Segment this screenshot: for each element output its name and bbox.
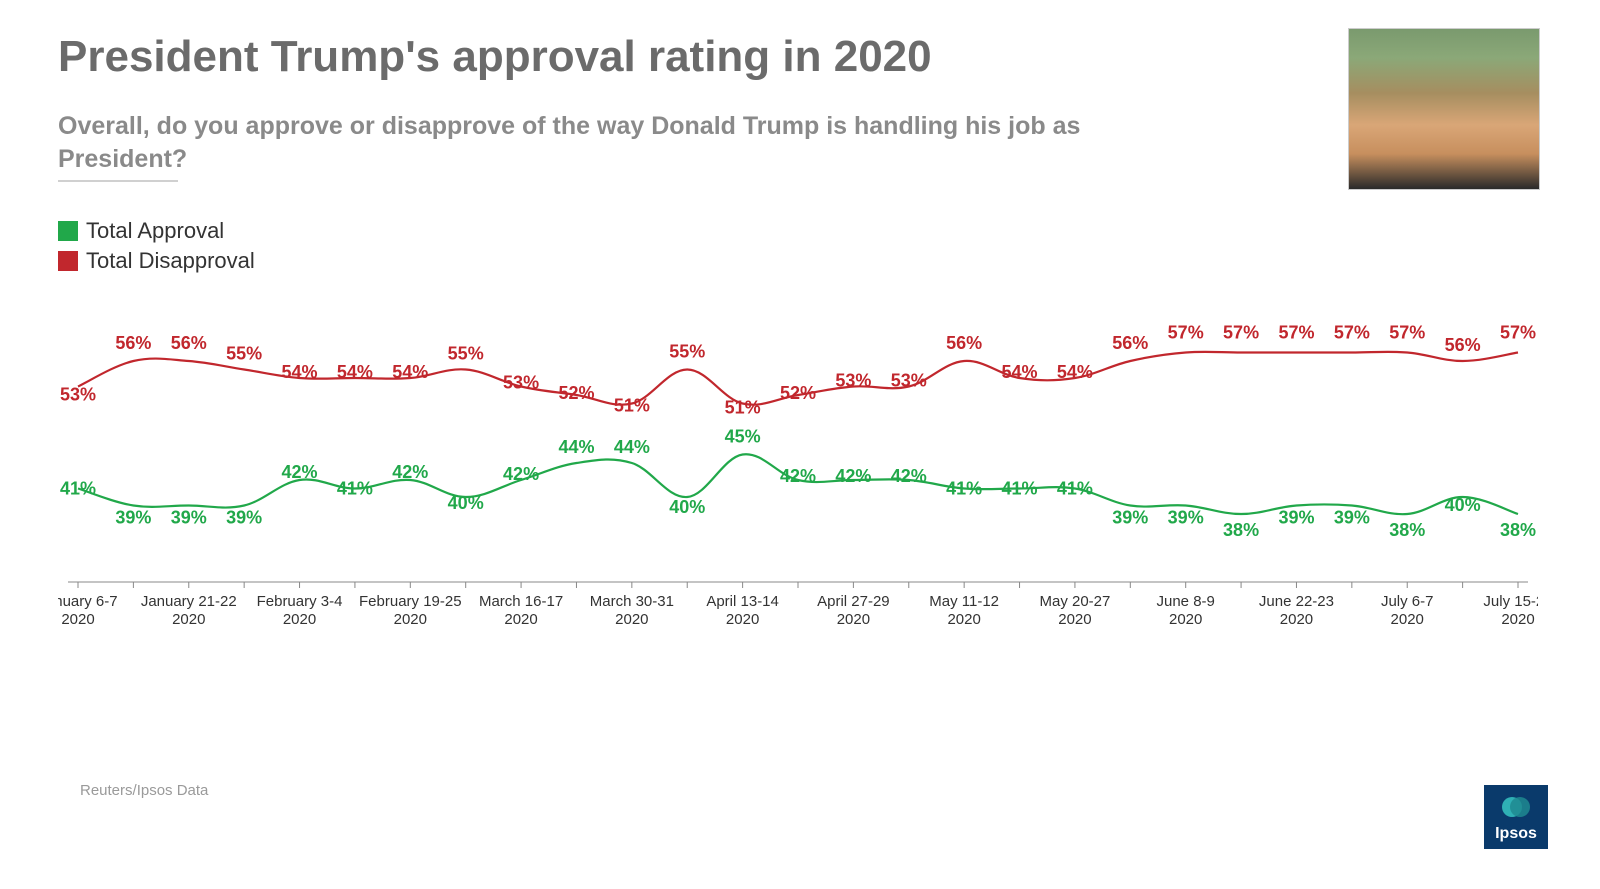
- datalabel-approval: 42%: [392, 462, 428, 482]
- datalabel-approval: 42%: [891, 466, 927, 486]
- brand-label: Ipsos: [1495, 825, 1537, 843]
- legend-swatch-disapproval: [58, 251, 78, 271]
- legend-item-disapproval: Total Disapproval: [58, 248, 255, 274]
- brand-logo: Ipsos: [1484, 785, 1548, 849]
- svg-text:February 19-25: February 19-25: [359, 593, 462, 610]
- datalabel-disapproval: 54%: [337, 362, 373, 382]
- datalabel-approval: 39%: [1334, 508, 1370, 528]
- svg-text:January 6-7: January 6-7: [58, 593, 118, 610]
- svg-text:2020: 2020: [615, 611, 648, 628]
- svg-text:April 13-14: April 13-14: [706, 593, 779, 610]
- datalabel-approval: 42%: [780, 466, 816, 486]
- datalabel-approval: 38%: [1500, 520, 1536, 540]
- data-credit: Reuters/Ipsos Data: [80, 782, 208, 799]
- datalabel-disapproval: 55%: [226, 344, 262, 364]
- datalabel-approval: 40%: [1445, 495, 1481, 515]
- approval-chart: January 6-72020January 21-222020February…: [58, 282, 1538, 682]
- datalabel-approval: 44%: [558, 437, 594, 457]
- svg-text:May 11-12: May 11-12: [929, 593, 999, 610]
- datalabel-disapproval: 52%: [780, 383, 816, 403]
- datalabel-disapproval: 51%: [614, 396, 650, 416]
- legend-swatch-approval: [58, 221, 78, 241]
- svg-text:January 21-22: January 21-22: [141, 593, 237, 610]
- datalabel-disapproval: 54%: [392, 362, 428, 382]
- svg-text:May 20-27: May 20-27: [1039, 593, 1110, 610]
- chart-title: President Trump's approval rating in 202…: [58, 32, 932, 82]
- datalabel-approval: 44%: [614, 437, 650, 457]
- datalabel-disapproval: 56%: [946, 333, 982, 353]
- svg-text:2020: 2020: [726, 611, 759, 628]
- svg-text:June 8-9: June 8-9: [1157, 593, 1215, 610]
- svg-text:2020: 2020: [61, 611, 94, 628]
- datalabel-disapproval: 57%: [1168, 323, 1204, 343]
- datalabel-approval: 39%: [1168, 508, 1204, 528]
- svg-text:2020: 2020: [1280, 611, 1313, 628]
- datalabel-disapproval: 54%: [1057, 362, 1093, 382]
- svg-text:2020: 2020: [172, 611, 205, 628]
- datalabel-disapproval: 53%: [503, 373, 539, 393]
- svg-text:2020: 2020: [283, 611, 316, 628]
- brand-icon: [1502, 793, 1530, 821]
- datalabel-approval: 39%: [1112, 508, 1148, 528]
- datalabel-approval: 39%: [171, 508, 207, 528]
- datalabel-disapproval: 54%: [1002, 362, 1038, 382]
- datalabel-approval: 38%: [1389, 520, 1425, 540]
- datalabel-approval: 40%: [669, 497, 705, 517]
- svg-text:March 16-17: March 16-17: [479, 593, 563, 610]
- svg-text:2020: 2020: [1501, 611, 1534, 628]
- datalabel-approval: 39%: [1278, 508, 1314, 528]
- svg-text:2020: 2020: [947, 611, 980, 628]
- datalabel-disapproval: 57%: [1334, 323, 1370, 343]
- svg-text:April 27-29: April 27-29: [817, 593, 890, 610]
- datalabel-disapproval: 51%: [725, 398, 761, 418]
- datalabel-approval: 41%: [1002, 479, 1038, 499]
- datalabel-approval: 42%: [503, 464, 539, 484]
- datalabel-disapproval: 57%: [1389, 323, 1425, 343]
- svg-text:2020: 2020: [1169, 611, 1202, 628]
- subtitle-underline: [58, 180, 178, 182]
- svg-text:February 3-4: February 3-4: [257, 593, 343, 610]
- legend-item-approval: Total Approval: [58, 218, 255, 244]
- legend: Total Approval Total Disapproval: [58, 218, 255, 278]
- datalabel-approval: 42%: [835, 466, 871, 486]
- datalabel-disapproval: 56%: [115, 333, 151, 353]
- legend-label-disapproval: Total Disapproval: [86, 248, 255, 274]
- datalabel-approval: 39%: [115, 508, 151, 528]
- svg-text:June 22-23: June 22-23: [1259, 593, 1334, 610]
- datalabel-approval: 39%: [226, 508, 262, 528]
- svg-text:July 6-7: July 6-7: [1381, 593, 1434, 610]
- datalabel-disapproval: 56%: [1112, 333, 1148, 353]
- datalabel-disapproval: 53%: [60, 385, 96, 405]
- datalabel-disapproval: 55%: [448, 344, 484, 364]
- svg-text:2020: 2020: [1391, 611, 1424, 628]
- datalabel-approval: 38%: [1223, 520, 1259, 540]
- svg-text:2020: 2020: [1058, 611, 1091, 628]
- datalabel-approval: 40%: [448, 493, 484, 513]
- svg-text:2020: 2020: [837, 611, 870, 628]
- datalabel-disapproval: 55%: [669, 342, 705, 362]
- datalabel-disapproval: 52%: [558, 383, 594, 403]
- datalabel-disapproval: 56%: [171, 333, 207, 353]
- svg-text:March 30-31: March 30-31: [590, 593, 674, 610]
- legend-label-approval: Total Approval: [86, 218, 224, 244]
- datalabel-disapproval: 53%: [835, 371, 871, 391]
- datalabel-disapproval: 54%: [282, 362, 318, 382]
- svg-text:2020: 2020: [394, 611, 427, 628]
- datalabel-approval: 45%: [725, 427, 761, 447]
- datalabel-approval: 41%: [946, 479, 982, 499]
- datalabel-approval: 41%: [1057, 479, 1093, 499]
- datalabel-disapproval: 57%: [1278, 323, 1314, 343]
- datalabel-approval: 42%: [282, 462, 318, 482]
- datalabel-approval: 41%: [60, 479, 96, 499]
- svg-text:July 15-21: July 15-21: [1483, 593, 1538, 610]
- datalabel-approval: 41%: [337, 479, 373, 499]
- portrait-image: [1348, 28, 1540, 190]
- datalabel-disapproval: 57%: [1500, 323, 1536, 343]
- datalabel-disapproval: 57%: [1223, 323, 1259, 343]
- datalabel-disapproval: 53%: [891, 371, 927, 391]
- chart-subtitle: Overall, do you approve or disapprove of…: [58, 110, 1158, 175]
- datalabel-disapproval: 56%: [1445, 335, 1481, 355]
- svg-text:2020: 2020: [504, 611, 537, 628]
